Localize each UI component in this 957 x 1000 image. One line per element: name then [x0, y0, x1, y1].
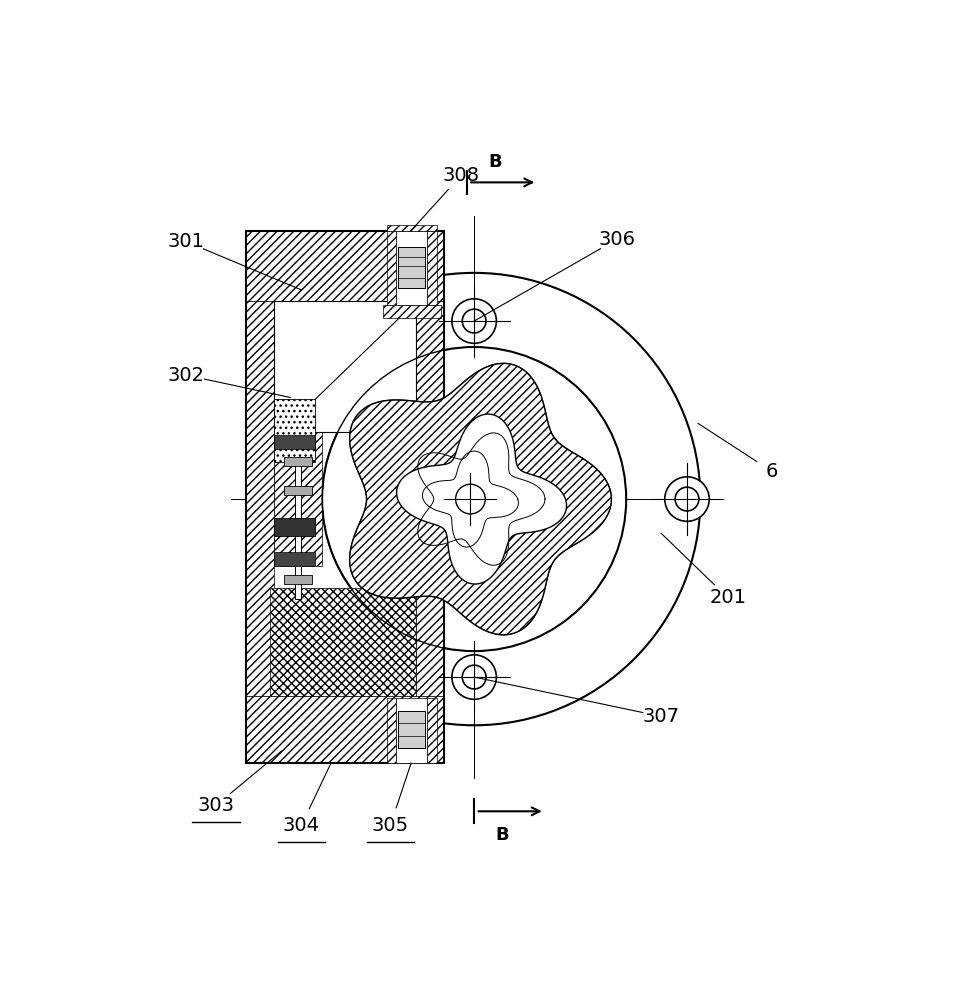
Text: 306: 306 — [598, 230, 635, 249]
Bar — [284, 520, 312, 529]
Bar — [428, 231, 437, 305]
Polygon shape — [349, 363, 612, 635]
Text: 305: 305 — [371, 816, 409, 835]
Circle shape — [452, 299, 497, 343]
Circle shape — [462, 665, 486, 689]
Bar — [383, 305, 441, 318]
Circle shape — [323, 347, 626, 651]
Bar — [398, 247, 425, 288]
Bar — [246, 231, 444, 763]
Bar — [274, 432, 323, 566]
Circle shape — [665, 477, 709, 521]
Text: 201: 201 — [709, 588, 746, 607]
Bar — [295, 436, 300, 599]
Bar — [274, 552, 315, 566]
Text: B: B — [488, 153, 501, 171]
Text: 308: 308 — [442, 166, 479, 185]
Polygon shape — [396, 414, 567, 584]
Bar — [387, 225, 437, 231]
Bar — [246, 301, 274, 696]
Text: 6: 6 — [767, 462, 778, 481]
Text: 302: 302 — [167, 366, 205, 385]
Bar — [416, 566, 444, 696]
Text: 303: 303 — [197, 796, 234, 815]
Bar — [284, 457, 312, 466]
Text: 307: 307 — [642, 707, 679, 726]
Bar — [270, 588, 416, 696]
Bar — [246, 231, 444, 301]
Circle shape — [452, 655, 497, 699]
Bar — [274, 435, 315, 449]
Bar — [246, 696, 444, 763]
Polygon shape — [349, 363, 612, 635]
Bar — [396, 698, 428, 763]
Bar — [284, 553, 312, 562]
Bar — [274, 518, 315, 536]
Bar — [284, 575, 312, 584]
Circle shape — [675, 487, 699, 511]
Bar — [396, 231, 428, 305]
Text: B: B — [496, 826, 509, 844]
Text: 304: 304 — [283, 816, 320, 835]
Bar — [387, 231, 396, 305]
Bar — [398, 711, 425, 748]
Bar — [284, 486, 312, 495]
Text: 301: 301 — [167, 232, 205, 251]
Circle shape — [456, 484, 485, 514]
Bar — [274, 301, 416, 432]
Circle shape — [462, 309, 486, 333]
Bar — [428, 698, 437, 763]
Bar — [416, 301, 444, 432]
Bar — [387, 698, 396, 763]
Bar — [274, 399, 315, 462]
